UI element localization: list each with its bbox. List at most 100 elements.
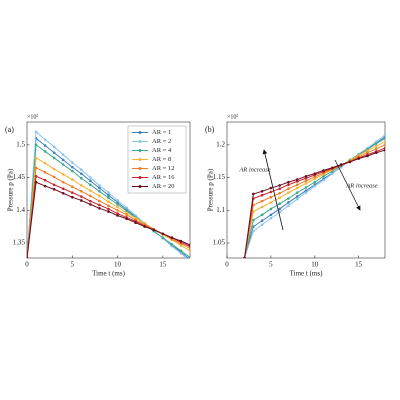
data-point: [383, 148, 385, 152]
data-point: [188, 249, 190, 253]
data-point: [313, 177, 317, 181]
data-point: [43, 161, 47, 165]
data-point: [61, 180, 65, 184]
data-point: [374, 142, 378, 145]
annotation: AR increase: [345, 182, 377, 189]
data-point: [331, 172, 334, 175]
data-point: [374, 147, 378, 151]
data-point: [374, 151, 378, 155]
data-point: [89, 203, 92, 206]
data-point: [52, 188, 56, 191]
data-point: [179, 239, 183, 243]
data-point: [116, 203, 119, 206]
data-point: [70, 165, 74, 169]
data-point: [339, 163, 343, 166]
x-axis-label: Time t (ms): [290, 270, 323, 278]
data-point: [98, 184, 101, 187]
data-point: [89, 176, 92, 179]
x-tick-label: 15: [159, 261, 167, 269]
data-point: [134, 221, 137, 224]
y-tick-label: 1.05: [213, 239, 226, 247]
x-axis-label: Time t (ms): [92, 270, 125, 278]
data-point: [61, 153, 65, 156]
data-point: [383, 143, 385, 147]
data-point: [61, 191, 65, 195]
series-line: [244, 134, 385, 258]
data-point: [80, 176, 83, 180]
data-point: [383, 133, 385, 137]
data-point: [98, 194, 101, 198]
data-point: [366, 151, 369, 155]
data-point: [287, 201, 290, 204]
y-tick-label: 1.4: [16, 206, 25, 214]
y-tick-label: 1.15: [213, 173, 226, 181]
data-point: [313, 184, 317, 188]
data-point: [304, 189, 308, 192]
legend-label: AR = 8: [152, 156, 171, 163]
data-point: [295, 183, 299, 187]
legend-marker: [138, 140, 142, 143]
legend-label: AR = 12: [152, 165, 174, 172]
legend-label: AR = 4: [152, 147, 172, 154]
data-point: [107, 196, 110, 200]
data-point: [43, 144, 47, 147]
data-point: [287, 197, 290, 200]
data-point: [98, 190, 101, 193]
data-point: [80, 190, 83, 193]
annotation-arrow: [262, 149, 284, 231]
series-line: [244, 144, 385, 258]
data-point: [34, 180, 38, 184]
data-point: [116, 199, 119, 202]
legend-marker: [138, 149, 142, 152]
data-point: [322, 169, 325, 172]
data-point: [278, 187, 281, 190]
legend-label: AR = 20: [152, 183, 174, 190]
data-point: [252, 192, 255, 196]
legend-label: AR = 16: [152, 174, 175, 181]
data-point: [80, 172, 83, 175]
x-tick-label: 0: [225, 261, 229, 269]
data-point: [269, 186, 273, 190]
data-point: [52, 145, 56, 149]
data-point: [52, 175, 56, 179]
data-point: [34, 143, 38, 147]
data-point: [107, 204, 110, 207]
data-point: [70, 195, 74, 199]
x-tick-label: 5: [269, 261, 273, 269]
data-point: [89, 183, 92, 187]
data-point: [98, 186, 101, 190]
data-point: [243, 256, 246, 258]
data-point: [34, 130, 38, 134]
data-point: [116, 214, 119, 217]
data-point: [295, 180, 299, 183]
axes-frame: [226, 121, 386, 259]
data-point: [98, 203, 101, 207]
data-point: [188, 246, 190, 250]
data-point: [295, 195, 299, 198]
x-tick-label: 0: [25, 261, 29, 269]
data-point: [295, 186, 299, 190]
data-point: [287, 204, 290, 207]
data-point: [89, 194, 92, 198]
data-point: [70, 178, 74, 181]
data-point: [80, 184, 83, 187]
data-point: [278, 207, 281, 211]
data-point: [61, 187, 65, 190]
data-point: [52, 167, 56, 171]
data-point: [252, 229, 255, 233]
data-point: [70, 191, 74, 194]
legend-marker: [138, 158, 142, 161]
legend-marker: [138, 185, 142, 188]
data-point: [366, 149, 369, 153]
data-point: [252, 225, 255, 228]
legend-marker: [138, 176, 142, 179]
data-point: [287, 191, 290, 194]
y-tick-label: 1.5: [16, 140, 25, 148]
data-point: [269, 190, 273, 194]
data-point: [304, 179, 308, 183]
data-point: [52, 151, 56, 155]
data-point: [278, 184, 281, 187]
data-point: [269, 201, 273, 204]
data-point: [313, 172, 317, 175]
data-point: [125, 213, 128, 217]
